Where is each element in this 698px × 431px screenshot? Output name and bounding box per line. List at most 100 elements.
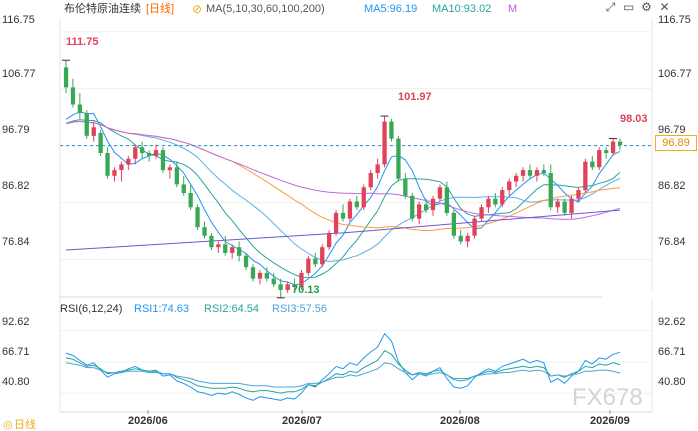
candle-body bbox=[610, 141, 616, 153]
rsi-tick-right-3: 40.80 bbox=[658, 376, 686, 388]
candle-body bbox=[77, 104, 82, 114]
candle-body bbox=[424, 204, 429, 211]
candle-body bbox=[347, 201, 353, 219]
candle-body bbox=[230, 247, 235, 253]
candle-body bbox=[479, 207, 484, 219]
y-tick-right-4: 86.82 bbox=[658, 180, 686, 192]
candle-body bbox=[507, 181, 512, 191]
candle-body bbox=[368, 173, 373, 188]
x-tick-sep: 2026/09 bbox=[590, 415, 630, 427]
candle-body bbox=[340, 212, 346, 219]
candle-body bbox=[147, 153, 152, 156]
candle-body bbox=[188, 193, 193, 208]
indicator-toggle-icon[interactable]: ⊘ bbox=[192, 2, 203, 16]
ma-params[interactable]: MA(5,10,30,60,100,200) bbox=[206, 3, 325, 15]
y-tick-left-4: 86.82 bbox=[2, 180, 30, 192]
candlestick-series bbox=[63, 60, 623, 298]
candle-body bbox=[237, 247, 242, 256]
candle-body bbox=[444, 187, 449, 213]
svg-text:◎: ◎ bbox=[3, 419, 13, 431]
candle-body bbox=[202, 227, 207, 236]
candle-body bbox=[486, 198, 491, 208]
y-tick-right-2: 106.77 bbox=[658, 68, 692, 80]
candle-body bbox=[430, 198, 436, 211]
candle-body bbox=[548, 173, 553, 208]
candle-body bbox=[472, 218, 477, 236]
ma5-value: MA5:96.19 bbox=[364, 3, 418, 15]
candle-body bbox=[465, 235, 470, 242]
rsi-tick-left-1: 92.62 bbox=[2, 316, 30, 328]
candle-body bbox=[617, 141, 623, 145]
minimize-icon[interactable]: ▭ bbox=[622, 0, 635, 14]
candle-body bbox=[437, 187, 443, 199]
rsi2-value: RSI2:64.54 bbox=[204, 303, 260, 315]
candle-body bbox=[396, 138, 401, 179]
rsi-tick-right-1: 92.62 bbox=[658, 316, 686, 328]
candle-body bbox=[354, 201, 359, 208]
candle-body bbox=[153, 150, 159, 156]
candle-body bbox=[514, 175, 519, 182]
high-annotation-1: 111.75 bbox=[66, 36, 99, 48]
candle-body bbox=[375, 164, 380, 173]
ma5-line bbox=[65, 111, 621, 286]
ma-more-label: M bbox=[508, 3, 518, 15]
settings-icon[interactable]: ⚙ bbox=[641, 0, 652, 14]
candle-body bbox=[590, 161, 595, 168]
rsi1-value: RSI1:74.63 bbox=[134, 303, 190, 315]
ma10-line bbox=[65, 119, 621, 278]
instrument-title: 布伦特原油连续 bbox=[64, 3, 141, 15]
rsi3-line bbox=[65, 362, 621, 388]
y-tick-left-2: 106.77 bbox=[2, 68, 36, 80]
y-tick-right-1: 116.75 bbox=[658, 14, 691, 26]
candle-body bbox=[555, 201, 560, 208]
candle-body bbox=[126, 158, 131, 165]
candle-body bbox=[562, 201, 567, 213]
candle-body bbox=[216, 244, 221, 248]
rsi3-value: RSI3:57.56 bbox=[272, 303, 328, 315]
candle-body bbox=[604, 150, 609, 153]
close-icon[interactable]: ✕ bbox=[659, 0, 670, 14]
svg-text:日线: 日线 bbox=[14, 417, 36, 431]
rsi-tick-left-2: 66.71 bbox=[2, 346, 30, 358]
candle-body bbox=[91, 127, 96, 136]
candle-body bbox=[292, 284, 297, 288]
candle-body bbox=[458, 235, 463, 242]
candle-body bbox=[195, 207, 200, 228]
watermark: FX678 bbox=[572, 384, 643, 411]
svg-text:FX678: FX678 bbox=[572, 384, 643, 411]
candle-body bbox=[382, 121, 387, 165]
candle-body bbox=[410, 195, 415, 219]
candle-body bbox=[119, 164, 124, 171]
candle-body bbox=[320, 247, 325, 265]
high-low-markers bbox=[62, 59, 618, 299]
candle-body bbox=[493, 198, 498, 205]
bottom-logo: ◎ 日线 bbox=[0, 412, 60, 431]
candle-body bbox=[174, 167, 179, 185]
candle-body bbox=[299, 272, 304, 288]
candle-body bbox=[597, 150, 602, 168]
candle-body bbox=[257, 272, 263, 279]
candle-body bbox=[327, 232, 332, 248]
candle-body bbox=[264, 272, 269, 279]
period-label[interactable]: [日线] bbox=[146, 3, 175, 15]
rsi2-line bbox=[65, 350, 621, 394]
candle-body bbox=[541, 170, 546, 173]
candle-body bbox=[133, 147, 138, 159]
candle-body bbox=[84, 113, 89, 136]
current-price-tag: 96.89 bbox=[655, 135, 697, 151]
candle-body bbox=[520, 170, 526, 176]
y-tick-left-3: 96.79 bbox=[2, 124, 30, 136]
candle-body bbox=[167, 167, 172, 171]
expand-icon[interactable]: ⤢ bbox=[605, 0, 616, 14]
rsi-tick-right-2: 66.71 bbox=[658, 346, 686, 358]
ma10-value: MA10:93.02 bbox=[432, 3, 492, 15]
candle-body bbox=[417, 204, 422, 219]
ma30-line bbox=[65, 120, 621, 263]
candle-body bbox=[313, 258, 318, 265]
rsi-params[interactable]: RSI(6,12,24) bbox=[60, 303, 123, 315]
candle-body bbox=[160, 150, 166, 171]
rsi-lines bbox=[65, 332, 621, 401]
y-tick-right-3: 96.79 bbox=[658, 124, 686, 136]
